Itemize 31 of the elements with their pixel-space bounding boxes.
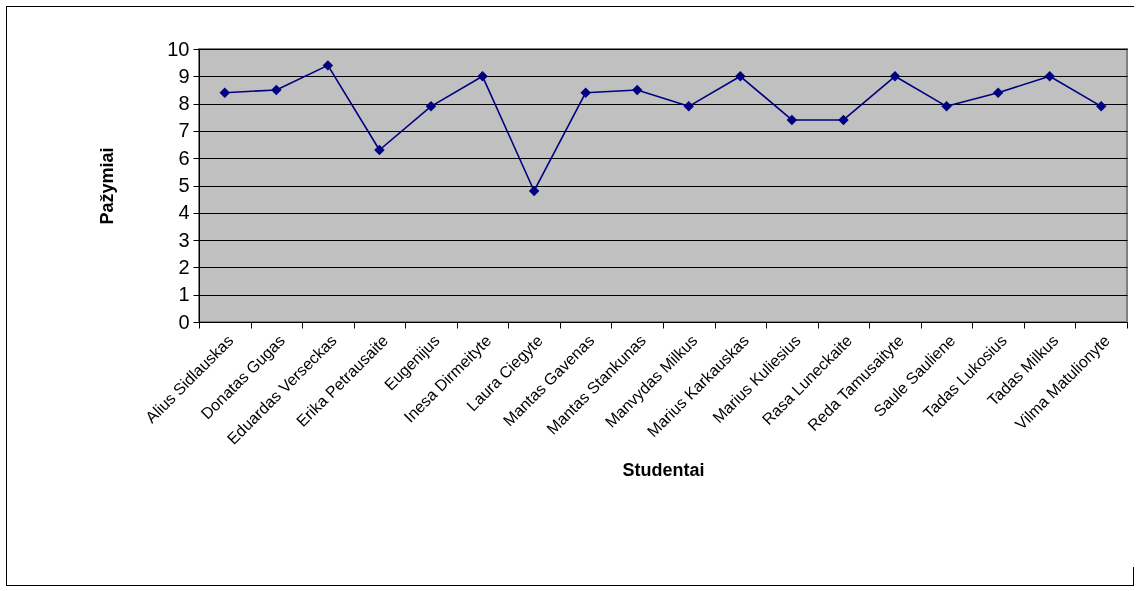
- point: [528, 185, 540, 197]
- point: [838, 114, 849, 126]
- y-tick-label: 2: [178, 255, 190, 278]
- point: [374, 144, 385, 156]
- point: [425, 101, 437, 112]
- y-tick-label: 0: [178, 310, 190, 333]
- point: [889, 71, 901, 82]
- y-tick-label: 6: [178, 146, 190, 169]
- y-tick-label: 4: [178, 201, 190, 224]
- y-tick-label: 10: [167, 37, 190, 60]
- point: [1095, 101, 1107, 112]
- point: [992, 87, 1004, 98]
- point: [580, 87, 591, 98]
- y-tick-label: 9: [178, 64, 190, 87]
- y-tick-label: 1: [178, 283, 190, 306]
- point: [219, 87, 231, 98]
- y-tick-label: 8: [178, 92, 190, 115]
- y-tick-label: 5: [178, 174, 190, 196]
- point: [683, 101, 695, 112]
- y-tick-label: 3: [178, 228, 190, 251]
- point: [322, 60, 334, 71]
- point: [631, 84, 643, 96]
- point: [941, 101, 952, 112]
- x-axis-title: Studentai: [622, 459, 705, 480]
- point: [271, 84, 282, 96]
- y-tick-label: 7: [178, 119, 190, 142]
- point: [477, 71, 488, 82]
- point: [735, 71, 746, 82]
- point: [786, 114, 798, 126]
- y-axis-title: Pažymiai: [97, 147, 118, 225]
- point: [1044, 71, 1055, 82]
